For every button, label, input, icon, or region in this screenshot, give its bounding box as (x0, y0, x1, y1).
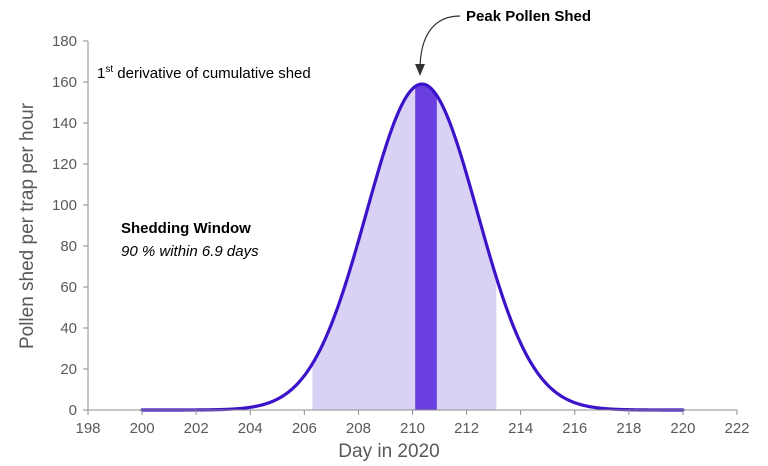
x-tick-label: 198 (75, 420, 100, 437)
x-tick-label: 208 (346, 420, 371, 437)
y-tick-label: 0 (69, 402, 77, 419)
subtitle-main: 1 (97, 65, 105, 82)
y-tick-label: 140 (52, 115, 77, 132)
peak-arrow (419, 15, 461, 71)
y-tick-label: 40 (60, 320, 77, 337)
x-tick-label: 200 (130, 420, 155, 437)
tick-layer: 198 200 202 204 206 208 210 212 214 216 218 220 222 0… (52, 33, 750, 437)
shedding-window-region (312, 84, 497, 410)
x-tick-label: 204 (238, 420, 263, 437)
y-tick-label: 60 (60, 279, 77, 296)
subtitle-annotation: 1st derivative of cumulative shed (97, 64, 311, 82)
peak-region (415, 84, 437, 411)
peak-pollen-shed-label: Peak Pollen Shed (466, 8, 591, 25)
x-tick-label: 212 (454, 420, 479, 437)
y-tick-label: 100 (52, 197, 77, 214)
y-axis-title: Pollen shed per trap per hour (17, 102, 38, 349)
x-tick-label: 206 (292, 420, 317, 437)
shedding-window-title: Shedding Window (121, 220, 251, 237)
y-tick-label: 160 (52, 74, 77, 91)
subtitle-superscript: st (105, 64, 113, 75)
peak-arrow-head (415, 64, 425, 76)
x-tick-label: 202 (184, 420, 209, 437)
x-tick-label: 210 (400, 420, 425, 437)
x-tick-label: 222 (724, 420, 749, 437)
x-axis-title: Day in 2020 (338, 441, 439, 462)
shedding-window-detail: 90 % within 6.9 days (121, 243, 259, 260)
x-tick-label: 218 (616, 420, 641, 437)
y-tick-label: 180 (52, 33, 77, 50)
pollen-shed-curve (140, 82, 685, 412)
y-tick-label: 80 (60, 238, 77, 255)
x-tick-label: 220 (670, 420, 695, 437)
y-tick-label: 20 (60, 361, 77, 378)
x-tick-label: 214 (508, 420, 533, 437)
y-tick-label: 120 (52, 156, 77, 173)
subtitle-rest: derivative of cumulative shed (113, 65, 311, 82)
shade-layer (312, 84, 497, 411)
curve-layer (140, 82, 685, 412)
x-tick-label: 216 (562, 420, 587, 437)
